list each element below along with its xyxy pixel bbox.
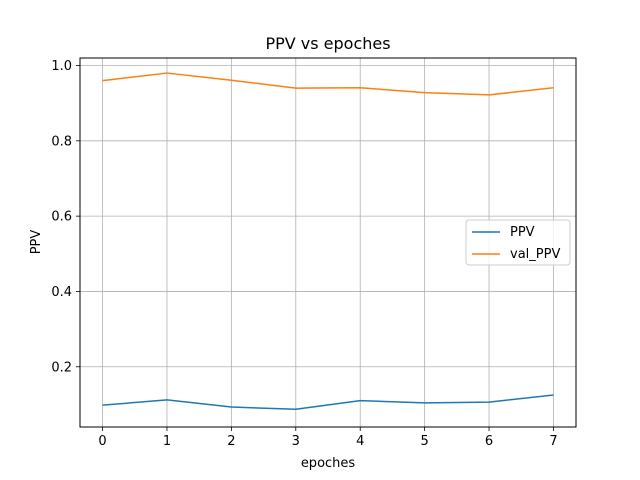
legend-label-val-ppv: val_PPV [510, 247, 560, 262]
y-tick-label: 1.0 [51, 59, 72, 74]
y-tick-label: 0.2 [51, 360, 72, 375]
y-tick-label: 0.4 [51, 285, 72, 300]
series-line-ppv [102, 394, 554, 411]
x-tick-label: 6 [485, 434, 493, 449]
x-axis-label: epoches [301, 456, 356, 471]
grid-lines [80, 58, 576, 427]
x-tick-label: 0 [98, 434, 106, 449]
y-tick-label: 0.8 [51, 134, 72, 149]
x-tick-label: 5 [420, 434, 428, 449]
x-tick-label: 4 [356, 434, 364, 449]
x-tick-label: 2 [227, 434, 235, 449]
axis-ticks: 0 1 2 3 4 5 6 7 0.2 0.4 0.6 0.8 1.0 [51, 59, 557, 449]
x-tick-label: 3 [292, 434, 300, 449]
x-tick-label: 1 [163, 434, 171, 449]
series-lines [102, 72, 554, 411]
chart-title: PPV vs epoches [265, 34, 390, 53]
series-line-val-ppv [102, 72, 554, 96]
legend-label-ppv: PPV [510, 225, 535, 240]
legend: PPV val_PPV [465, 219, 571, 266]
plot-frame [79, 57, 577, 428]
y-axis-label: PPV [29, 230, 44, 255]
y-tick-label: 0.6 [51, 210, 72, 225]
x-tick-label: 7 [549, 434, 557, 449]
